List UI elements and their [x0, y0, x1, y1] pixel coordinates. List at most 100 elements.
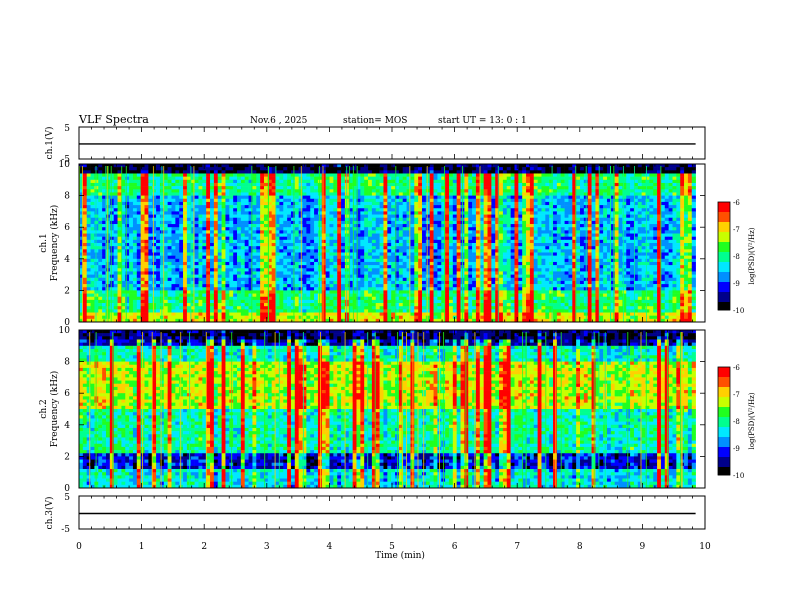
- spectrogram-cell: [368, 246, 373, 250]
- spectrogram-cell: [502, 189, 508, 193]
- spectrogram-cell: [664, 230, 669, 234]
- spectrogram-cell: [514, 227, 519, 231]
- spectrogram-cell: [375, 214, 380, 219]
- spectrogram-cell: [526, 179, 531, 184]
- spectrogram-cell: [263, 211, 269, 215]
- spectrogram-cell: [576, 201, 581, 206]
- spectrogram-cell: [491, 227, 496, 231]
- spectrogram-cell: [79, 258, 84, 263]
- spectrogram-cell: [198, 192, 203, 196]
- spectrogram-cell: [487, 243, 492, 247]
- spectrogram-cell: [113, 217, 118, 222]
- spectrogram-cell: [294, 249, 299, 253]
- spectrogram-cell: [687, 211, 693, 215]
- spectrogram-cell: [121, 170, 126, 174]
- spectrogram-cell: [641, 201, 646, 206]
- spectrogram-cell: [680, 227, 685, 231]
- spectrogram-cell: [140, 198, 145, 203]
- spectrogram-cell: [545, 173, 550, 177]
- spectrogram-cell: [179, 233, 184, 237]
- spectrogram-cell: [121, 252, 126, 256]
- spectrogram-cell: [190, 164, 195, 168]
- spectrogram-cell: [263, 230, 269, 234]
- spectrogram-cell: [310, 192, 315, 196]
- spectrogram-cell: [302, 243, 307, 247]
- spectrogram-cell: [314, 243, 319, 247]
- spectrogram-cell: [429, 195, 434, 200]
- spectrogram-cell: [98, 201, 103, 206]
- spectrogram-cell: [186, 179, 192, 184]
- spectrogram-cell: [591, 246, 596, 250]
- spectrogram-cell: [603, 239, 608, 244]
- spectrogram-cell: [287, 249, 292, 253]
- spectrogram-cell: [159, 164, 165, 168]
- spectrogram-cell: [506, 192, 511, 196]
- spectrogram-cell: [94, 179, 99, 184]
- spectrogram-cell: [368, 243, 373, 247]
- spectrogram-cell: [591, 173, 596, 177]
- spectrogram-cell: [156, 208, 161, 212]
- spectrogram-cell: [402, 167, 407, 171]
- spectrogram-cell: [383, 243, 388, 247]
- spectrogram-cell: [109, 205, 114, 209]
- spectrogram-cell: [433, 205, 438, 209]
- spectrogram-cell: [129, 224, 134, 228]
- spectrogram-cell: [556, 255, 562, 260]
- spectrogram-cell: [194, 230, 199, 234]
- spectrogram-cell: [645, 239, 650, 244]
- spectrogram-cell: [545, 230, 550, 234]
- spectrogram-cell: [86, 246, 91, 250]
- spectrogram-cell: [541, 233, 546, 237]
- spectrogram-cell: [475, 220, 481, 225]
- spectrogram-cell: [414, 239, 419, 244]
- spectrogram-cell: [352, 224, 357, 228]
- spectrogram-cell: [290, 249, 296, 253]
- spectrogram-cell: [90, 179, 95, 184]
- spectrogram-cell: [510, 195, 515, 200]
- spectrogram-cell: [163, 252, 168, 256]
- spectrogram-cell: [464, 246, 469, 250]
- spectrogram-cell: [383, 192, 388, 196]
- spectrogram-cell: [198, 189, 203, 193]
- spectrogram-cell: [198, 239, 203, 244]
- spectrogram-cell: [549, 182, 554, 187]
- spectrogram-cell: [298, 170, 303, 174]
- spectrogram-cell: [325, 236, 330, 241]
- spectrogram-cell: [302, 201, 307, 206]
- spectrogram-cell: [198, 230, 203, 234]
- spectrogram-cell: [483, 198, 488, 203]
- spectrogram-cell: [102, 176, 107, 181]
- spectrogram-cell: [595, 195, 600, 200]
- spectrogram-cell: [275, 186, 280, 190]
- spectrogram-cell: [664, 224, 669, 228]
- spectrogram-cell: [86, 224, 91, 228]
- spectrogram-cell: [576, 205, 581, 209]
- spectrogram-cell: [148, 167, 153, 171]
- spectrogram-cell: [680, 170, 685, 174]
- spectrogram-cell: [549, 167, 554, 171]
- spectrogram-cell: [475, 198, 481, 203]
- spectrogram-cell: [510, 167, 515, 171]
- spectrogram-cell: [429, 217, 434, 222]
- spectrogram-cell: [348, 201, 353, 206]
- spectrogram-cell: [618, 236, 623, 241]
- spectrogram-cell: [314, 195, 319, 200]
- spectrogram-cell: [452, 249, 457, 253]
- spectrogram-cell: [437, 224, 442, 228]
- spectrogram-cell: [98, 249, 103, 253]
- spectrogram-cell: [641, 208, 646, 212]
- spectrogram-cell: [395, 249, 400, 253]
- spectrogram-cell: [630, 220, 635, 225]
- spectrogram-cell: [148, 164, 153, 168]
- spectrogram-cell: [148, 224, 153, 228]
- spectrogram-cell: [606, 236, 612, 241]
- spectrogram-cell: [603, 198, 608, 203]
- spectrogram-cell: [472, 246, 477, 250]
- spectrogram-cell: [229, 179, 234, 184]
- spectrogram-cell: [395, 192, 400, 196]
- spectrogram-cell: [630, 252, 635, 256]
- spectrogram-cell: [637, 211, 642, 215]
- spectrogram-cell: [217, 201, 222, 206]
- spectrogram-cell: [414, 192, 419, 196]
- spectrogram-cell: [487, 252, 492, 256]
